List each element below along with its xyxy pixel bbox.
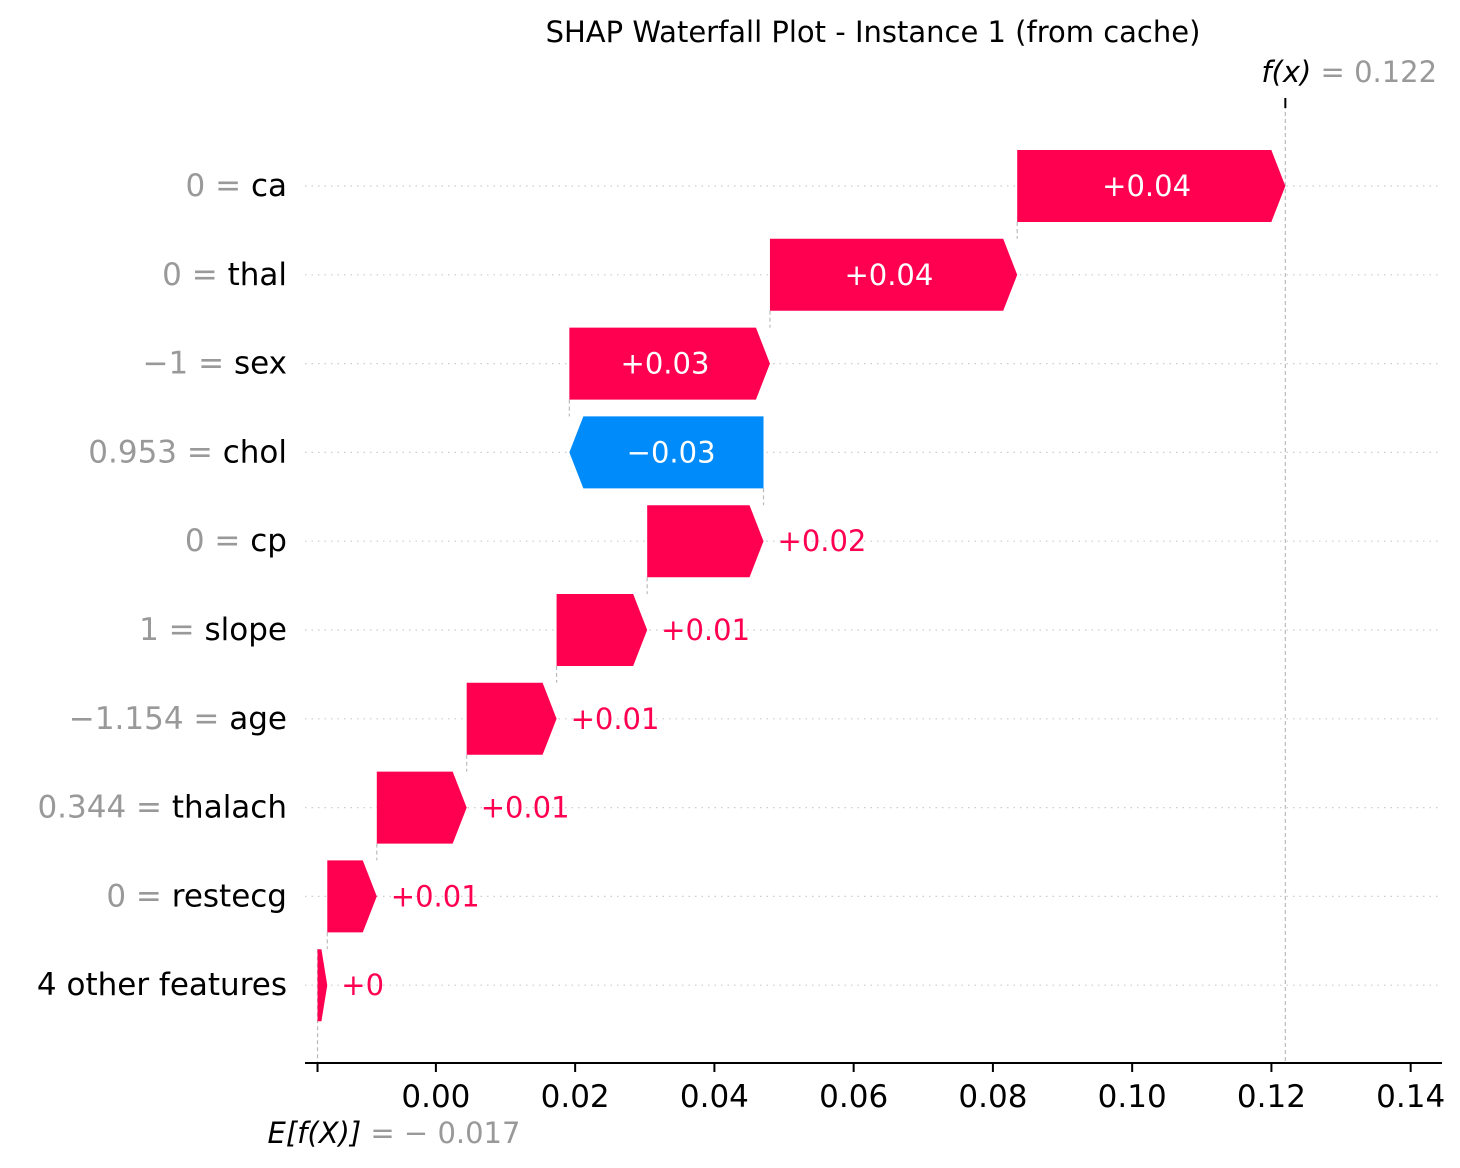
labels-layer: +0.04 0 = ca +0.04 0 = thal +0.03 −1 = sex −0.…	[37, 168, 1191, 1003]
x-tick-label: 0.00	[401, 1079, 470, 1115]
bar-value-label: −0.03	[627, 435, 716, 469]
x-tick-label: 0.06	[819, 1079, 888, 1115]
output-value-expr: f(x)	[1261, 55, 1311, 89]
feature-value: −1 =	[143, 346, 234, 382]
bar-value-label: +0.01	[571, 702, 660, 736]
bar-value-label: +0.01	[391, 879, 480, 913]
bar-value-label: +0.01	[661, 613, 750, 647]
feature-name: age	[229, 701, 287, 737]
waterfall-bar	[569, 416, 764, 489]
feature-name: cp	[250, 523, 287, 559]
feature-name: thalach	[172, 790, 287, 826]
feature-name: restecg	[172, 878, 287, 914]
feature-label: 4 other features	[37, 967, 287, 1003]
waterfall-bar	[569, 327, 770, 400]
feature-label: 1 = slope	[139, 612, 287, 648]
x-tick-label: 0.08	[958, 1079, 1027, 1115]
x-tick-label: 0.04	[680, 1079, 749, 1115]
x-axis: 0.00 0.02 0.04 0.06 0.08 0.10 0.12 0.14 E[f(X)] …	[268, 55, 1446, 1150]
feature-label: 0 = restecg	[106, 878, 287, 914]
bar-value-label: +0.04	[844, 258, 933, 292]
feature-label: −1.154 = age	[69, 701, 287, 737]
feature-value: 1 =	[139, 612, 204, 648]
base-value-number: = − 0.017	[361, 1116, 520, 1150]
output-value-number: = 0.122	[1311, 55, 1437, 89]
x-tick-label: 0.14	[1376, 1079, 1445, 1115]
feature-value: 0 =	[162, 257, 227, 293]
chart-title: SHAP Waterfall Plot - Instance 1 (from c…	[546, 15, 1201, 49]
waterfall-bar	[327, 860, 377, 933]
feature-label: −1 = sex	[143, 346, 287, 382]
feature-label: 0 = ca	[186, 168, 287, 204]
feature-value: 0 =	[185, 523, 250, 559]
bar-value-label: +0.01	[481, 791, 570, 825]
feature-value: 0.953 =	[88, 434, 222, 470]
x-tick-label: 0.02	[541, 1079, 610, 1115]
feature-name: slope	[205, 612, 287, 648]
waterfall-bar	[466, 682, 557, 755]
feature-value: 0 =	[106, 878, 171, 914]
output-value-label: f(x) = 0.122	[1261, 55, 1437, 89]
feature-label: 0.344 = thalach	[37, 790, 287, 826]
waterfall-bar	[769, 238, 1018, 311]
feature-label: 0.953 = chol	[88, 434, 287, 470]
x-tick-label: 0.12	[1237, 1079, 1306, 1115]
bar-value-label: +0	[341, 968, 384, 1002]
feature-label: 0 = thal	[162, 257, 287, 293]
x-tick-label: 0.10	[1098, 1079, 1167, 1115]
feature-name: sex	[234, 346, 287, 382]
feature-label: 0 = cp	[185, 523, 287, 559]
waterfall-bar	[317, 949, 328, 1022]
bar-value-label: +0.02	[778, 524, 867, 558]
bar-value-label: +0.03	[621, 347, 710, 381]
feature-name: ca	[251, 168, 287, 204]
waterfall-bar	[1017, 150, 1286, 222]
feature-name: 4 other features	[37, 967, 287, 1003]
feature-name: chol	[223, 434, 287, 470]
feature-value: 0.344 =	[37, 790, 171, 826]
base-value-label: E[f(X)] = − 0.017	[268, 1116, 521, 1150]
waterfall-bar	[376, 771, 467, 844]
feature-value: −1.154 =	[69, 701, 229, 737]
feature-name: thal	[228, 257, 287, 293]
base-value-expr: E[f(X)]	[268, 1116, 362, 1150]
bars-layer	[317, 150, 1286, 1022]
bar-value-label: +0.04	[1102, 169, 1191, 203]
feature-value: 0 =	[186, 168, 251, 204]
waterfall-bar	[647, 505, 764, 578]
waterfall-bar	[556, 594, 648, 666]
